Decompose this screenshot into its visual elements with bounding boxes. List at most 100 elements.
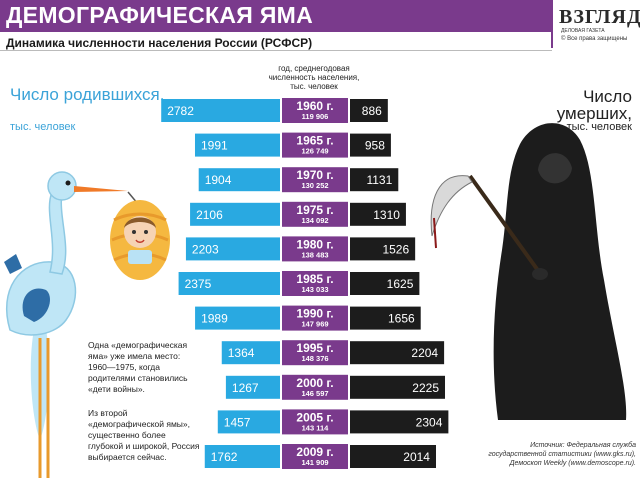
axis-caption: год, среднегодовая численность населения… (268, 64, 360, 91)
births-bar (185, 237, 280, 261)
grim-reaper-illustration (430, 123, 627, 420)
logo-name: ВЗГЛЯД (559, 6, 640, 28)
year-box (282, 98, 348, 123)
deaths-legend-unit: тыс. человек (566, 121, 632, 133)
chart-rows: 2782 1960 г.119 906 886 1991 1965 г.126 749 9… (161, 98, 449, 469)
year-box (282, 236, 348, 262)
births-bar (178, 272, 280, 295)
deaths-bar (350, 202, 406, 226)
births-bar (195, 306, 280, 330)
births-bar (194, 133, 280, 157)
births-value-label: 1989 (201, 312, 228, 326)
year-box (282, 132, 348, 158)
births-value-label: 2782 (167, 104, 194, 118)
deaths-value-label: 1310 (373, 208, 400, 222)
source-line-3: Демоскоп Weekly (www.demoscope.ru). (509, 460, 636, 467)
source-line-2: государственной статистики (www.gks.ru), (488, 451, 636, 458)
deaths-value-label: 2304 (416, 415, 443, 429)
births-value-label: 1991 (201, 139, 228, 153)
births-value-label: 1762 (211, 450, 238, 464)
chart-subtitle: Динамика численности населения России (Р… (6, 36, 313, 50)
year-box (282, 271, 348, 296)
births-bar (221, 341, 280, 365)
year-box (282, 444, 348, 469)
year-box (282, 167, 348, 193)
deaths-value-label: 886 (362, 104, 382, 118)
population-label: 143 114 (302, 423, 330, 432)
deaths-bar (350, 133, 391, 157)
year-box (282, 374, 348, 400)
deaths-value-label: 2014 (403, 450, 430, 464)
source-line-1: Источник: Федеральная служба (530, 442, 636, 449)
page-title: ДЕМОГРАФИЧЕСКАЯ ЯМА (6, 2, 314, 28)
births-value-label: 1267 (232, 381, 259, 395)
births-bar (190, 202, 280, 226)
year-box (282, 340, 348, 366)
deaths-value-label: 2225 (412, 381, 439, 395)
births-legend-unit: тыс. человек (10, 121, 76, 133)
year-label: 2005 г. (296, 410, 333, 424)
population-label: 146 597 (301, 389, 328, 398)
population-label: 126 749 (301, 147, 328, 156)
deaths-bar (350, 272, 420, 295)
year-label: 1975 г. (296, 203, 333, 217)
population-label: 130 252 (301, 181, 328, 190)
annotation-second-pit: Из второй «демографической ямы», существ… (88, 408, 200, 462)
year-box (282, 305, 348, 331)
population-label: 138 483 (301, 250, 328, 259)
year-box (282, 201, 348, 227)
deaths-bar (350, 410, 449, 434)
logo: ВЗГЛЯД ДЕЛОВАЯ ГАЗЕТА © Все права защище… (551, 0, 640, 48)
births-value-label: 2203 (192, 242, 219, 256)
annotation-first-pit: Одна «демографическая яма» уже имела мес… (88, 340, 188, 394)
year-label: 2009 г. (296, 445, 333, 459)
deaths-bar (350, 99, 388, 122)
logo-subtitle: ДЕЛОВАЯ ГАЗЕТА (561, 28, 605, 34)
births-bar (217, 410, 280, 434)
year-label: 1965 г. (296, 134, 333, 148)
deaths-value-label: 958 (365, 139, 385, 153)
year-label: 1960 г. (296, 99, 333, 113)
deaths-bar (350, 341, 445, 365)
deaths-bar (350, 375, 446, 399)
population-label: 143 033 (301, 285, 328, 294)
year-label: 1995 г. (296, 341, 333, 355)
population-label: 134 092 (301, 216, 328, 225)
deaths-bar (350, 445, 436, 468)
population-label: 141 909 (301, 458, 328, 467)
year-label: 1985 г. (296, 272, 333, 286)
births-value-label: 1364 (228, 346, 255, 360)
population-label: 119 906 (302, 112, 329, 121)
births-legend-label: Число родившихся, (10, 85, 165, 104)
source-note: Источник: Федеральная служба государстве… (456, 441, 636, 468)
births-value-label: 1904 (205, 173, 232, 187)
population-label: 148 376 (301, 354, 328, 363)
year-label: 1980 г. (296, 237, 333, 251)
year-label: 1990 г. (296, 307, 333, 321)
births-value-label: 1457 (224, 415, 251, 429)
deaths-legend-label: Число умерших, (556, 87, 632, 123)
stork-illustration (4, 171, 128, 478)
year-label: 1970 г. (296, 168, 333, 182)
births-bar (225, 375, 280, 399)
year-box (282, 409, 348, 435)
deaths-value-label: 1625 (387, 277, 414, 291)
deaths-value-label: 1526 (382, 242, 409, 256)
deaths-bar (350, 306, 421, 330)
deaths-bar (350, 237, 416, 261)
births-value-label: 2106 (196, 208, 223, 222)
deaths-value-label: 2204 (411, 346, 438, 360)
header-divider (0, 50, 552, 51)
births-bar (204, 445, 280, 468)
births-bar (161, 99, 280, 122)
year-label: 2000 г. (296, 376, 333, 390)
baby-bundle-illustration (110, 191, 170, 280)
births-bar (198, 168, 280, 192)
population-label: 147 969 (301, 320, 328, 329)
deaths-value-label: 1131 (366, 173, 392, 187)
logo-rights: © Все права защищены (561, 36, 628, 42)
deaths-value-label: 1656 (388, 312, 415, 326)
births-value-label: 2375 (185, 277, 212, 291)
deaths-bar (350, 168, 399, 192)
